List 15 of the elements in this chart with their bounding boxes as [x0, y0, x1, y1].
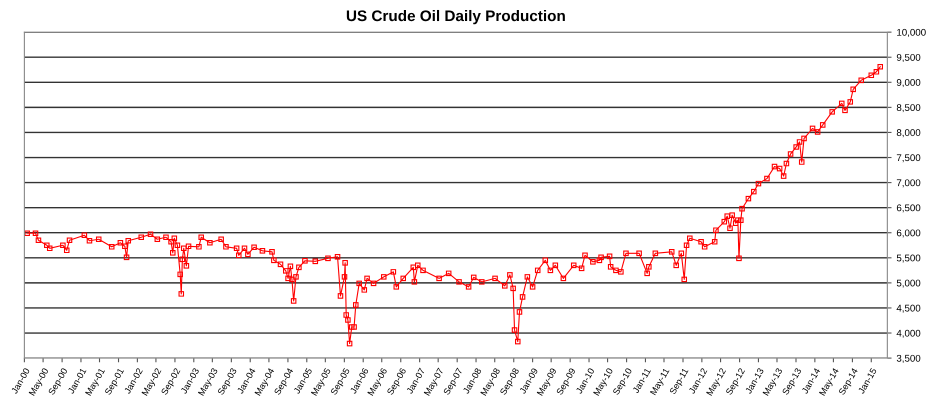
y-tick-label: 5,000 [896, 280, 920, 288]
y-tick-label: 5,500 [896, 254, 920, 263]
y-tick-label: 6,000 [896, 229, 920, 238]
y-tick-label: 9,500 [896, 54, 920, 62]
y-tick-label: 7,000 [896, 179, 920, 188]
y-tick-label: 3,500 [896, 354, 920, 363]
chart-title: US Crude Oil Daily Production [346, 10, 565, 24]
y-tick-label: 6,500 [896, 204, 920, 212]
y-tick-label: 8,000 [896, 129, 920, 138]
y-tick-label: 4,000 [896, 330, 920, 338]
y-tick-label: 7,500 [896, 154, 920, 162]
y-tick-label: 4,500 [896, 304, 920, 313]
y-tick-label: 10,000 [897, 28, 926, 37]
y-tick-label: 8,500 [896, 104, 920, 112]
y-tick-label: 9,000 [896, 79, 920, 88]
